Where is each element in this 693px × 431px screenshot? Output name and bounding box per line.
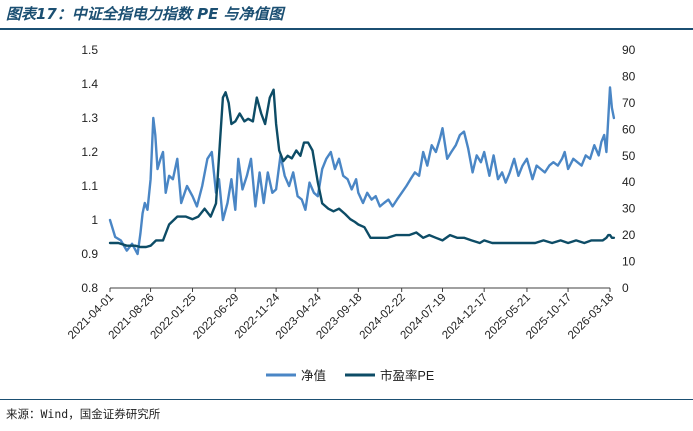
legend-label-pe: 市盈率PE [380,368,434,383]
y-right-tick-label: 30 [622,202,636,216]
footer-rule [0,399,693,400]
series-layer [108,86,616,256]
legend: 净值 市盈率PE [266,368,434,383]
y-right-tick-label: 0 [622,281,629,295]
title-rule [0,28,693,30]
legend-label-nav: 净值 [301,368,326,383]
chart: 0.8 0.9 1 1.1 1.2 1.3 1.4 1.5 0 10 20 30 40 50 60 70 80 9… [66,43,636,383]
y-right-tick-label: 40 [622,175,636,189]
y-left-tick-label: 1.1 [81,179,98,193]
figure-title: 图表17：中证全指电力指数 PE 与净值图 [6,5,284,23]
y-left-tick-label: 1.5 [81,43,98,57]
x-tick-label: 2026-03-18 [566,292,616,342]
axes-layer: 0.8 0.9 1 1.1 1.2 1.3 1.4 1.5 0 10 20 30 40 50 60 70 80 9… [66,43,636,342]
series-line-pe [108,88,616,249]
y-left-tick-label: 1.3 [81,111,98,125]
y-left-tick-label: 0.9 [81,247,98,261]
y-right-tick-label: 90 [622,43,636,57]
y-left-tick-label: 0.8 [81,281,98,295]
y-right-tick-label: 80 [622,69,636,83]
y-left-tick-label: 1 [91,213,98,227]
y-right-tick-label: 20 [622,228,636,242]
y-right-tick-label: 50 [622,149,636,163]
y-left-tick-label: 1.4 [81,77,98,91]
y-right-tick-label: 60 [622,122,636,136]
y-left-tick-label: 1.2 [81,145,98,159]
series-line-nav [108,86,616,256]
source-note: 来源：Wind，国金证券研究所 [6,407,161,421]
y-right-tick-label: 10 [622,255,636,269]
y-right-tick-label: 70 [622,96,636,110]
